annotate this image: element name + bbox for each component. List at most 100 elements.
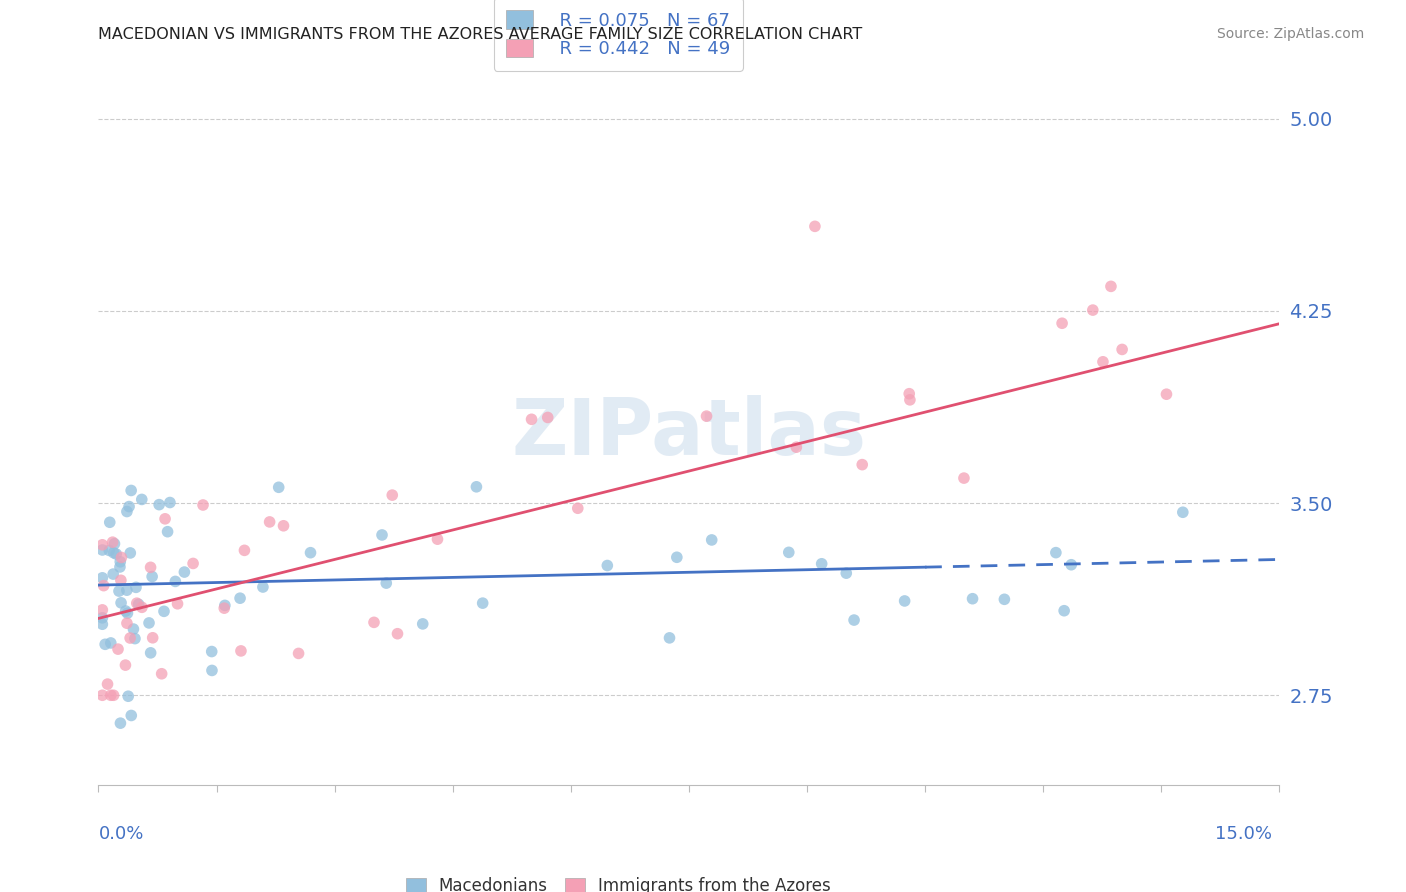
Point — [150, 666, 173, 681]
Point — [426, 532, 449, 546]
Point — [101, 535, 124, 549]
Point — [114, 658, 136, 673]
Point — [173, 565, 195, 579]
Point — [107, 642, 129, 657]
Point — [273, 518, 295, 533]
Point — [108, 584, 131, 599]
Point — [785, 440, 807, 454]
Point — [91, 571, 114, 585]
Point — [1099, 279, 1122, 293]
Point — [375, 576, 398, 591]
Text: Source: ZipAtlas.com: Source: ZipAtlas.com — [1216, 27, 1364, 41]
Point — [120, 708, 142, 723]
Point — [166, 597, 188, 611]
Point — [153, 512, 176, 526]
Point — [110, 596, 132, 610]
Point — [252, 580, 274, 594]
Point — [91, 617, 114, 632]
Point — [103, 688, 125, 702]
Point — [1050, 316, 1073, 330]
Point — [835, 566, 858, 581]
Point — [128, 597, 150, 611]
Point — [1091, 355, 1114, 369]
Point — [851, 458, 873, 472]
Point — [138, 615, 160, 630]
Point — [1171, 505, 1194, 519]
Point — [363, 615, 385, 630]
Point — [120, 631, 142, 645]
Point — [412, 616, 434, 631]
Point — [1111, 343, 1133, 357]
Point — [110, 716, 132, 731]
Point — [118, 500, 141, 514]
Point — [229, 591, 252, 606]
Point — [98, 543, 121, 558]
Point — [91, 543, 114, 558]
Point — [91, 603, 114, 617]
Point — [115, 504, 138, 518]
Point — [110, 550, 132, 565]
Point — [387, 626, 409, 640]
Point — [181, 557, 204, 571]
Point — [91, 538, 114, 552]
Point — [125, 596, 148, 610]
Point — [103, 567, 125, 582]
Point — [110, 574, 132, 588]
Point — [842, 613, 865, 627]
Point — [108, 560, 131, 574]
Point — [98, 516, 121, 530]
Point — [125, 580, 148, 594]
Point — [1045, 546, 1067, 560]
Point — [962, 591, 984, 606]
Point — [148, 498, 170, 512]
Point — [371, 528, 394, 542]
Point — [153, 604, 176, 618]
Point — [131, 600, 153, 615]
Point — [191, 498, 214, 512]
Point — [100, 636, 122, 650]
Point — [96, 677, 118, 691]
Point — [201, 664, 224, 678]
Point — [139, 560, 162, 574]
Point — [596, 558, 619, 573]
Point — [159, 495, 181, 509]
Legend: Macedonians, Immigrants from the Azores: Macedonians, Immigrants from the Azores — [398, 869, 839, 892]
Point — [156, 524, 179, 539]
Point — [117, 606, 139, 620]
Point — [471, 596, 494, 610]
Point — [381, 488, 404, 502]
Point — [117, 690, 139, 704]
Point — [103, 537, 125, 551]
Point — [229, 644, 252, 658]
Point — [567, 501, 589, 516]
Point — [214, 599, 236, 613]
Point — [91, 688, 114, 702]
Point — [233, 543, 256, 558]
Point — [94, 637, 117, 651]
Point — [993, 592, 1015, 607]
Point — [696, 409, 718, 424]
Text: 0.0%: 0.0% — [98, 825, 143, 843]
Point — [898, 392, 921, 407]
Text: ZIPatlas: ZIPatlas — [512, 394, 866, 471]
Point — [131, 492, 153, 507]
Point — [1081, 303, 1104, 318]
Point — [658, 631, 681, 645]
Point — [212, 601, 235, 615]
Point — [953, 471, 976, 485]
Point — [105, 547, 128, 561]
Point — [141, 569, 163, 583]
Point — [93, 579, 115, 593]
Point — [259, 515, 281, 529]
Point — [139, 646, 162, 660]
Point — [1156, 387, 1178, 401]
Point — [201, 644, 224, 658]
Text: 15.0%: 15.0% — [1215, 825, 1272, 843]
Point — [465, 480, 488, 494]
Point — [1053, 604, 1076, 618]
Text: MACEDONIAN VS IMMIGRANTS FROM THE AZORES AVERAGE FAMILY SIZE CORRELATION CHART: MACEDONIAN VS IMMIGRANTS FROM THE AZORES… — [98, 27, 863, 42]
Point — [700, 533, 723, 547]
Point — [115, 616, 138, 631]
Point — [804, 219, 827, 234]
Point — [100, 688, 122, 702]
